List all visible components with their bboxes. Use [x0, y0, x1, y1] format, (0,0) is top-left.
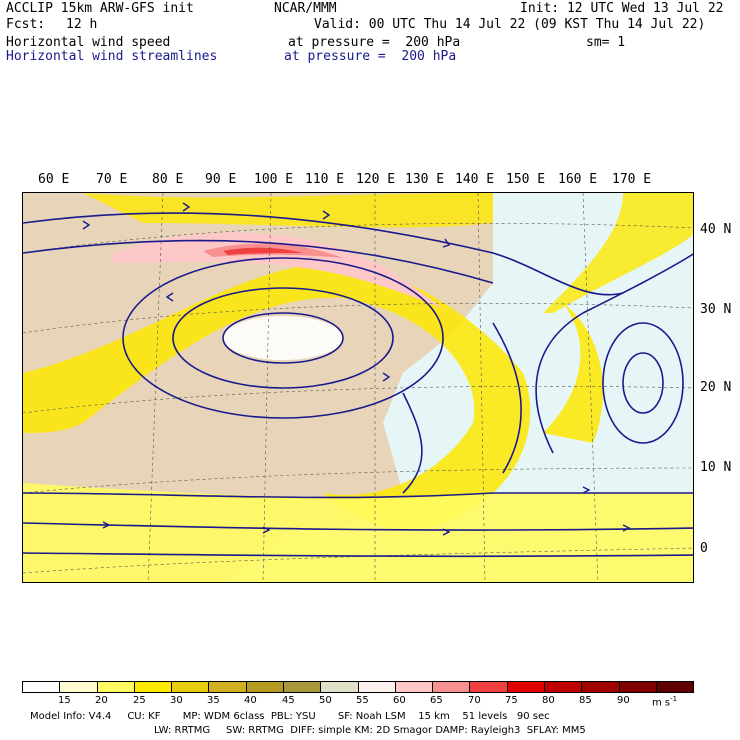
field1-level: at pressure = 200 hPa	[288, 35, 461, 50]
legend-label: 50	[319, 695, 332, 706]
legend-swatch	[656, 682, 694, 692]
speed-band	[23, 483, 693, 582]
legend-swatch	[321, 682, 359, 692]
legend-swatch	[60, 682, 98, 692]
lat-label: 10 N	[700, 460, 732, 475]
legend-swatch	[209, 682, 247, 692]
field2-name: Horizontal wind streamlines	[6, 49, 218, 64]
lon-label: 140 E	[455, 172, 495, 187]
model-title: ACCLIP 15km ARW-GFS init	[6, 1, 194, 16]
legend-label: 85	[579, 695, 592, 706]
center-label: NCAR/MMM	[274, 1, 337, 16]
lon-label: 150 E	[506, 172, 546, 187]
legend-label: 25	[133, 695, 146, 706]
lon-label: 100 E	[254, 172, 294, 187]
legend-label: 15	[58, 695, 71, 706]
legend-label: 65	[430, 695, 443, 706]
speed-band	[543, 303, 603, 443]
legend-label: 60	[393, 695, 406, 706]
wind-map-svg	[23, 193, 693, 582]
legend-swatch	[619, 682, 657, 692]
legend-swatch	[358, 682, 396, 692]
legend-swatch	[544, 682, 583, 692]
jet-core	[223, 247, 303, 255]
legend-swatch	[134, 682, 173, 692]
wind-map	[22, 192, 694, 583]
legend-unit: m s-1	[652, 695, 678, 709]
legend-swatch	[283, 682, 322, 692]
lon-label: 110 E	[305, 172, 345, 187]
color-scale	[22, 681, 694, 693]
stream-arrows	[82, 202, 631, 536]
legend-label: 55	[356, 695, 369, 706]
lon-label: 170 E	[612, 172, 652, 187]
fcst-value: 12 h	[66, 17, 98, 32]
lon-label: 130 E	[405, 172, 445, 187]
legend-swatch	[395, 682, 434, 692]
lon-label: 60 E	[38, 172, 70, 187]
legend-label: 80	[542, 695, 555, 706]
anticyclone-center	[223, 316, 343, 360]
model-info-line1: Model Info: V4.4 CU: KF MP: WDM 6class P…	[30, 711, 550, 722]
legend-label: 70	[468, 695, 481, 706]
lon-label: 90 E	[205, 172, 237, 187]
jet-core	[113, 232, 443, 308]
lat-label: 30 N	[700, 302, 732, 317]
valid-time: Valid: 00 UTC Thu 14 Jul 22 (09 KST Thu …	[314, 17, 706, 32]
lon-label: 120 E	[356, 172, 396, 187]
lon-label: 160 E	[558, 172, 598, 187]
lon-label: 70 E	[96, 172, 128, 187]
legend-swatch	[97, 682, 135, 692]
legend-label: 35	[207, 695, 220, 706]
legend-label: 20	[95, 695, 108, 706]
legend-swatch	[507, 682, 545, 692]
legend-label: 75	[505, 695, 518, 706]
speed-band	[23, 263, 531, 529]
lon-label: 80 E	[152, 172, 184, 187]
field2-level: at pressure = 200 hPa	[284, 49, 457, 64]
init-time: Init: 12 UTC Wed 13 Jul 22	[520, 1, 724, 16]
lat-label: 20 N	[700, 380, 732, 395]
speed-band	[83, 193, 493, 228]
legend-swatch	[23, 682, 61, 692]
legend-label: 45	[282, 695, 295, 706]
model-info-line2: LW: RRTMG SW: RRTMG DIFF: simple KM: 2D …	[154, 725, 586, 736]
lat-label: 0	[700, 541, 708, 556]
legend-swatch	[470, 682, 508, 692]
field1-name: Horizontal wind speed	[6, 35, 171, 50]
speed-band	[543, 193, 693, 313]
fcst-label: Fcst:	[6, 17, 46, 32]
streamlines	[23, 212, 693, 558]
legend-label: 40	[244, 695, 257, 706]
lat-label: 40 N	[700, 222, 732, 237]
legend-swatch	[246, 682, 284, 692]
legend-swatch	[582, 682, 620, 692]
legend-label: 90	[617, 695, 630, 706]
legend-label: 30	[170, 695, 183, 706]
legend-swatch	[172, 682, 210, 692]
smoothing-label: sm= 1	[586, 35, 626, 50]
legend-swatch	[433, 682, 471, 692]
